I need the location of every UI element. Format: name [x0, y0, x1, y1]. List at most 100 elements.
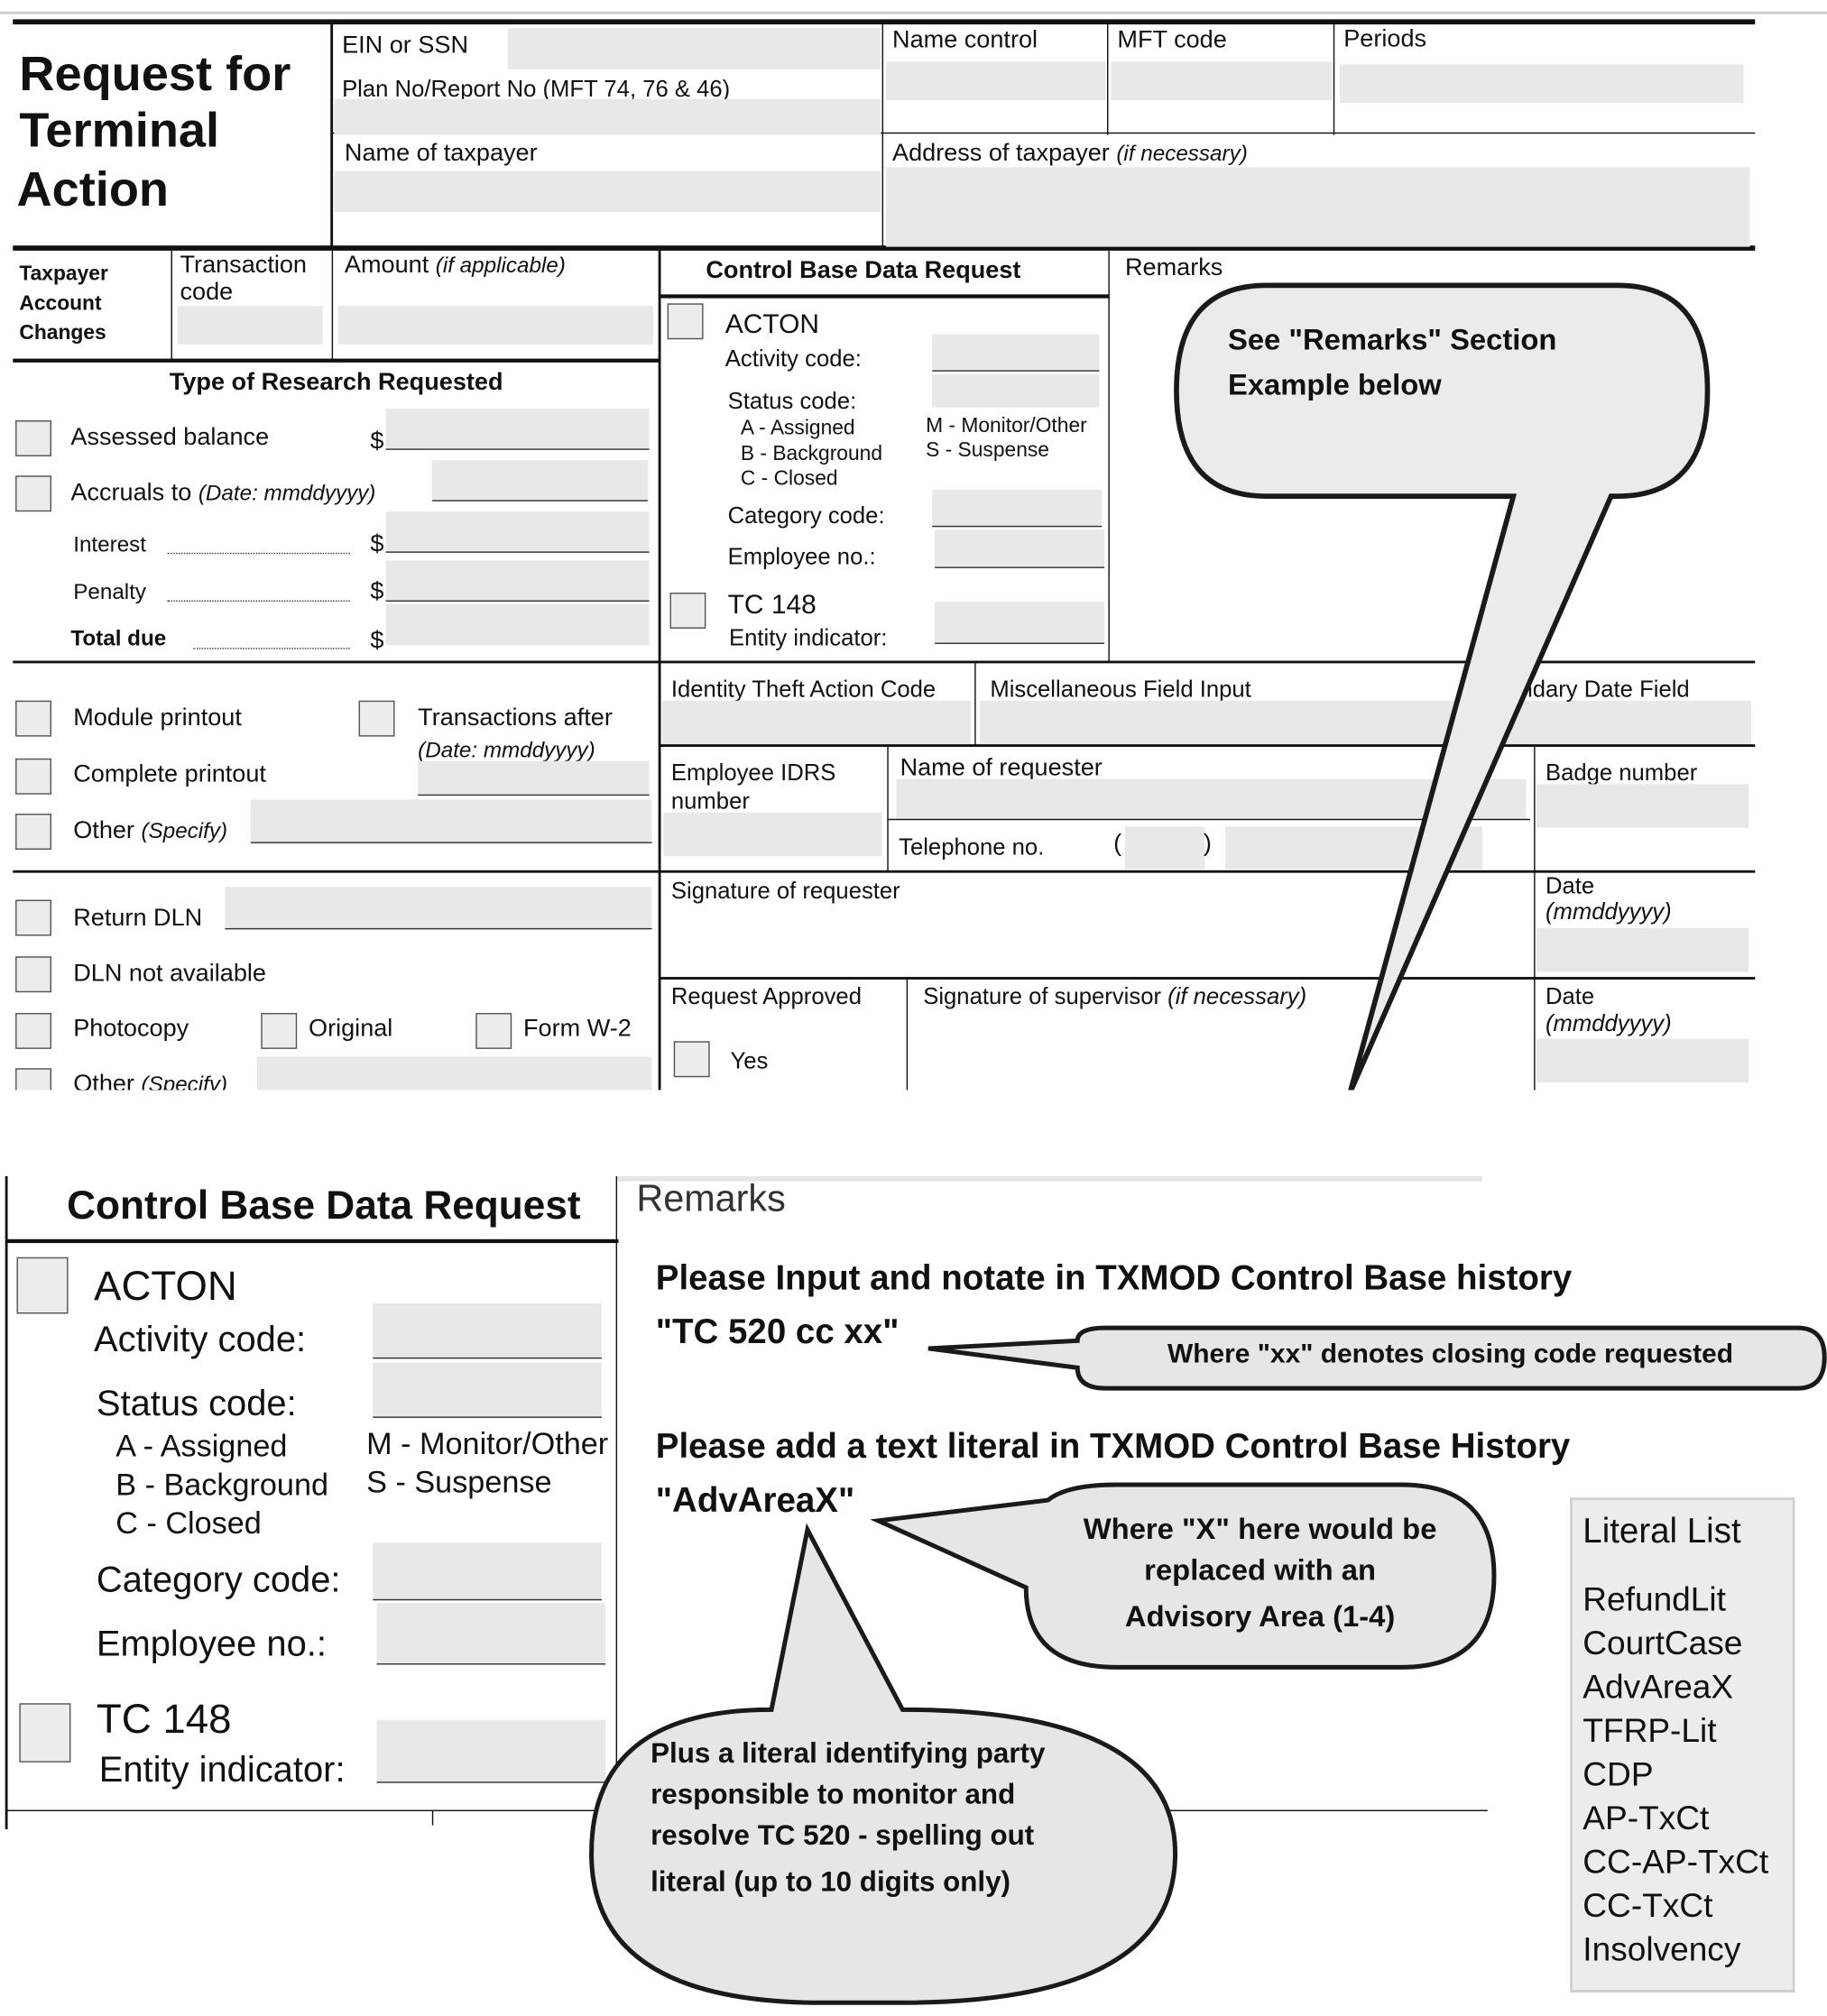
- category-code-field[interactable]: [932, 489, 1103, 528]
- advisory-area-bubble-text: Where "X" here would be: [1083, 1511, 1437, 1545]
- form-w2-label: Form W-2: [523, 1015, 632, 1043]
- periods-field[interactable]: [1339, 64, 1744, 104]
- assessed-balance-field[interactable]: [385, 409, 650, 450]
- penalty-field[interactable]: [385, 560, 650, 602]
- transaction-code-field[interactable]: [177, 306, 323, 345]
- acton-label: ACTON: [724, 309, 819, 340]
- badge-field[interactable]: [1536, 784, 1749, 828]
- other-checkbox[interactable]: [15, 814, 52, 850]
- return-dln-field[interactable]: [225, 887, 652, 930]
- callout-shape: [1174, 282, 1711, 1091]
- taxpayer-name-field[interactable]: [334, 170, 881, 213]
- example-employee-no-field[interactable]: [376, 1603, 606, 1665]
- original-checkbox[interactable]: [261, 1012, 298, 1049]
- employee-no-field[interactable]: [935, 529, 1105, 568]
- divider: [1333, 22, 1335, 135]
- misc-field-input[interactable]: [979, 700, 1751, 745]
- example-entity-indicator-field[interactable]: [376, 1719, 606, 1783]
- literal-list-item: Insolvency: [1582, 1929, 1741, 1968]
- example-status-option: S - Suspense: [366, 1465, 552, 1501]
- requester-date-field[interactable]: [1536, 927, 1749, 972]
- interest-field[interactable]: [385, 511, 650, 553]
- advisory-area-bubble-text: Advisory Area (1-4): [1124, 1598, 1396, 1633]
- dollar-sign: $: [370, 627, 384, 655]
- form-title-line: Terminal: [19, 104, 220, 159]
- example-status-code-field[interactable]: [373, 1362, 602, 1418]
- divider: [617, 1175, 1483, 1182]
- ein-field[interactable]: [507, 28, 881, 69]
- acton-checkbox[interactable]: [667, 303, 704, 340]
- tc148-checkbox[interactable]: [669, 592, 706, 629]
- approved-yes-checkbox[interactable]: [673, 1041, 710, 1078]
- mft-code-field[interactable]: [1111, 61, 1333, 101]
- signature-supervisor-label: Signature of supervisor (if necessary): [923, 983, 1306, 1010]
- date-label: Date: [1545, 872, 1595, 899]
- example-acton-label: ACTON: [94, 1262, 237, 1309]
- activity-code-field[interactable]: [932, 334, 1100, 372]
- divider: [331, 250, 334, 361]
- employee-idrs-field[interactable]: [663, 812, 882, 857]
- literal-party-bubble-text: Plus a literal identifying party: [651, 1736, 1046, 1769]
- example-tc148-checkbox[interactable]: [19, 1703, 71, 1763]
- dollar-sign: $: [370, 578, 384, 606]
- total-due-field[interactable]: [385, 603, 650, 646]
- dollar-sign: $: [370, 530, 384, 558]
- instruction-code-1: "TC 520 cc xx": [655, 1312, 900, 1351]
- penalty-label: Penalty: [73, 579, 147, 604]
- dln-not-available-checkbox[interactable]: [15, 956, 52, 993]
- tac-label: Changes: [19, 322, 106, 345]
- other-field[interactable]: [250, 799, 652, 843]
- address-field[interactable]: [885, 167, 1750, 247]
- example-acton-checkbox[interactable]: [16, 1257, 69, 1314]
- status-option: M - Monitor/Other: [926, 415, 1087, 437]
- paren-open: (: [1113, 830, 1122, 858]
- instruction-line-1: Please Input and notate in TXMOD Control…: [655, 1258, 1573, 1297]
- telephone-label: Telephone no.: [899, 833, 1045, 861]
- example-category-code-field[interactable]: [373, 1542, 602, 1601]
- amount-label-text: Amount: [344, 252, 429, 280]
- literal-list-panel: Literal List RefundLit CourtCase AdvArea…: [1570, 1497, 1795, 1993]
- top-divider: [0, 11, 1827, 14]
- status-code-field[interactable]: [932, 373, 1100, 408]
- advisory-area-bubble: [870, 1482, 1497, 1670]
- complete-printout-label: Complete printout: [73, 760, 266, 788]
- divider: [658, 250, 661, 1091]
- identity-theft-field[interactable]: [661, 700, 971, 745]
- supervisor-date-field[interactable]: [1536, 1038, 1749, 1082]
- approved-yes-label: Yes: [730, 1047, 769, 1073]
- instruction-code-2: "AdvAreaX": [655, 1480, 855, 1520]
- return-dln-checkbox[interactable]: [15, 899, 52, 936]
- assessed-balance-checkbox[interactable]: [15, 420, 52, 456]
- name-control-field[interactable]: [885, 61, 1106, 101]
- divider: [330, 22, 334, 249]
- other-copy-field[interactable]: [257, 1056, 652, 1091]
- complete-printout-checkbox[interactable]: [15, 758, 52, 795]
- accruals-label: Accruals to (Date: mmddyyyy): [70, 480, 375, 508]
- closing-code-bubble: [927, 1325, 1827, 1391]
- amount-field[interactable]: [337, 306, 653, 345]
- other-note: (Specify): [141, 818, 228, 843]
- transactions-after-checkbox[interactable]: [358, 700, 395, 737]
- divider: [660, 294, 1110, 299]
- category-code-label: Category code:: [727, 502, 885, 529]
- transactions-after-field[interactable]: [418, 760, 650, 796]
- module-printout-checkbox[interactable]: [15, 700, 52, 737]
- date-label: Date: [1545, 983, 1595, 1009]
- divider: [5, 1175, 8, 1829]
- dollar-sign: $: [370, 428, 384, 456]
- area-code-field[interactable]: [1124, 826, 1205, 870]
- requester-name-field[interactable]: [896, 778, 1527, 819]
- literal-list-item: CC-AP-TxCt: [1582, 1842, 1769, 1881]
- example-activity-code-field[interactable]: [373, 1303, 602, 1359]
- entity-indicator-field[interactable]: [935, 601, 1105, 644]
- divider: [660, 744, 1756, 747]
- accruals-date-field[interactable]: [431, 460, 649, 502]
- status-option: C - Closed: [740, 467, 838, 490]
- other-copy-checkbox[interactable]: [15, 1068, 52, 1091]
- status-option: B - Background: [740, 443, 883, 465]
- divider: [13, 660, 1756, 664]
- accruals-checkbox[interactable]: [15, 475, 52, 512]
- plan-field[interactable]: [334, 98, 881, 134]
- form-w2-checkbox[interactable]: [475, 1012, 512, 1049]
- photocopy-checkbox[interactable]: [15, 1012, 52, 1049]
